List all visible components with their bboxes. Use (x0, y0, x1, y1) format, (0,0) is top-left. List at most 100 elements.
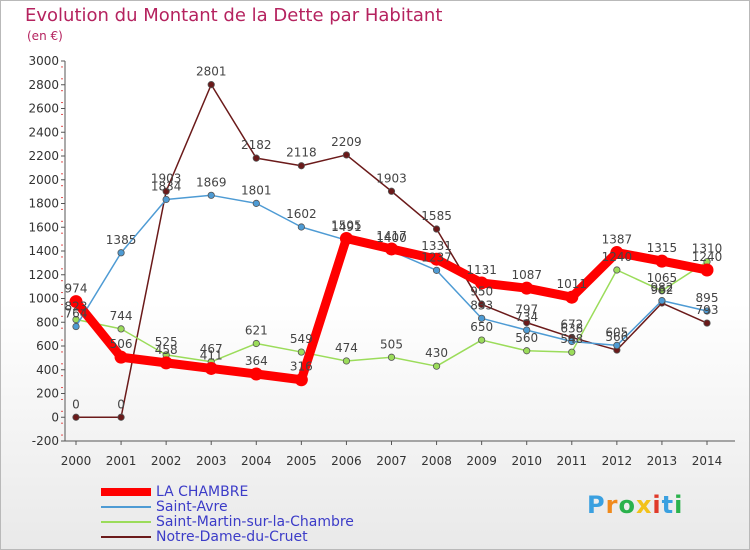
data-point (204, 361, 218, 375)
data-label: 744 (110, 309, 133, 323)
data-point (387, 353, 396, 361)
x-tick-label: 2001 (106, 454, 137, 468)
logo-letter: P (587, 491, 606, 519)
data-label: 560 (515, 331, 538, 345)
data-point (114, 350, 128, 364)
data-label: 1400 (376, 231, 407, 245)
data-label: 672 (560, 317, 583, 331)
data-point (520, 281, 534, 295)
data-point (162, 187, 170, 195)
data-point (658, 297, 666, 305)
logo-letter: r (605, 491, 619, 519)
y-tick-label: 800 (36, 315, 59, 329)
x-tick-label: 2004 (241, 454, 272, 468)
unit-label: (en €) (27, 29, 63, 43)
data-label: 895 (696, 291, 719, 305)
x-tick-label: 2007 (376, 454, 407, 468)
legend: LA CHAMBRE Saint-Avre Saint-Martin-sur-l… (101, 484, 501, 545)
data-label: 833 (470, 298, 493, 312)
data-point (565, 290, 579, 304)
data-label: 2801 (196, 65, 227, 79)
data-label: 734 (515, 310, 538, 324)
data-point (339, 232, 353, 246)
data-point (162, 195, 170, 204)
legend-item-la-chambre: LA CHAMBRE (101, 484, 501, 500)
data-label: 1903 (151, 171, 182, 185)
data-label: 525 (155, 335, 178, 349)
data-point (249, 367, 263, 381)
data-label: 1387 (602, 233, 633, 247)
data-label: 1065 (647, 271, 678, 285)
logo-letter: x (635, 491, 653, 519)
data-point (297, 348, 305, 356)
data-label: 1310 (692, 242, 723, 256)
data-label: 1240 (602, 250, 633, 264)
y-tick-label: 2000 (28, 173, 59, 187)
x-tick-label: 2014 (692, 454, 723, 468)
data-label: 793 (696, 303, 719, 317)
logo-letter: i (674, 491, 684, 519)
data-label: 1131 (466, 263, 497, 277)
data-point (568, 337, 576, 346)
data-label: 0 (72, 397, 80, 411)
data-point (475, 276, 489, 290)
data-label: 823 (65, 300, 88, 314)
x-tick-label: 2011 (557, 454, 588, 468)
y-tick-label: 400 (36, 363, 59, 377)
legend-item-notre-dame: Notre-Dame-du-Cruet (101, 529, 501, 545)
x-tick-label: 2002 (151, 454, 182, 468)
legend-label: LA CHAMBRE (156, 484, 249, 500)
data-label: 548 (560, 332, 583, 346)
data-label: 982 (650, 281, 673, 295)
data-point (69, 295, 83, 309)
x-tick-label: 2006 (331, 454, 362, 468)
data-label: 605 (605, 325, 628, 339)
data-point (610, 246, 624, 260)
data-point (523, 319, 531, 327)
y-tick-label: 3000 (28, 54, 59, 68)
data-point (342, 151, 351, 159)
y-tick-label: 2400 (28, 125, 59, 139)
data-label: 316 (290, 360, 313, 374)
data-point (207, 81, 215, 89)
data-point (72, 322, 80, 331)
data-point (703, 307, 711, 315)
data-point (385, 242, 398, 256)
data-label: 2118 (286, 146, 317, 160)
y-tick-label: 0 (51, 410, 59, 424)
data-label: 1385 (106, 233, 137, 247)
data-label: 1491 (331, 220, 362, 234)
legend-swatch (101, 521, 151, 523)
data-label: 621 (245, 324, 268, 338)
data-point (72, 315, 80, 324)
legend-label: Saint-Martin-sur-la-Chambre (156, 514, 354, 530)
proxiti-logo: Proxiti (587, 491, 683, 519)
legend-label: Saint-Avre (156, 499, 228, 515)
data-point (294, 373, 308, 387)
data-point (117, 413, 125, 421)
data-label: 1903 (376, 171, 407, 185)
data-label: 1315 (647, 241, 678, 255)
data-point (252, 154, 260, 162)
data-label: 1585 (421, 209, 452, 223)
data-point (658, 287, 666, 295)
data-label: 962 (650, 283, 673, 297)
y-tick-label: 1200 (28, 268, 59, 282)
y-tick-label: 200 (36, 387, 59, 401)
data-label: 974 (65, 282, 88, 296)
data-label: 764 (65, 307, 88, 321)
x-tick-label: 2010 (511, 454, 542, 468)
data-label: 638 (560, 321, 583, 335)
data-label: 364 (245, 354, 268, 368)
legend-swatch (101, 536, 151, 538)
data-label: 1237 (421, 250, 452, 264)
legend-swatch (101, 488, 151, 496)
data-label: 430 (425, 346, 448, 360)
data-label: 1801 (241, 183, 272, 197)
data-point (72, 413, 80, 421)
data-label: 1417 (376, 229, 407, 243)
data-point (297, 223, 305, 231)
logo-letter: t (661, 491, 675, 519)
y-tick-label: 1400 (28, 244, 59, 258)
data-point (252, 199, 260, 207)
